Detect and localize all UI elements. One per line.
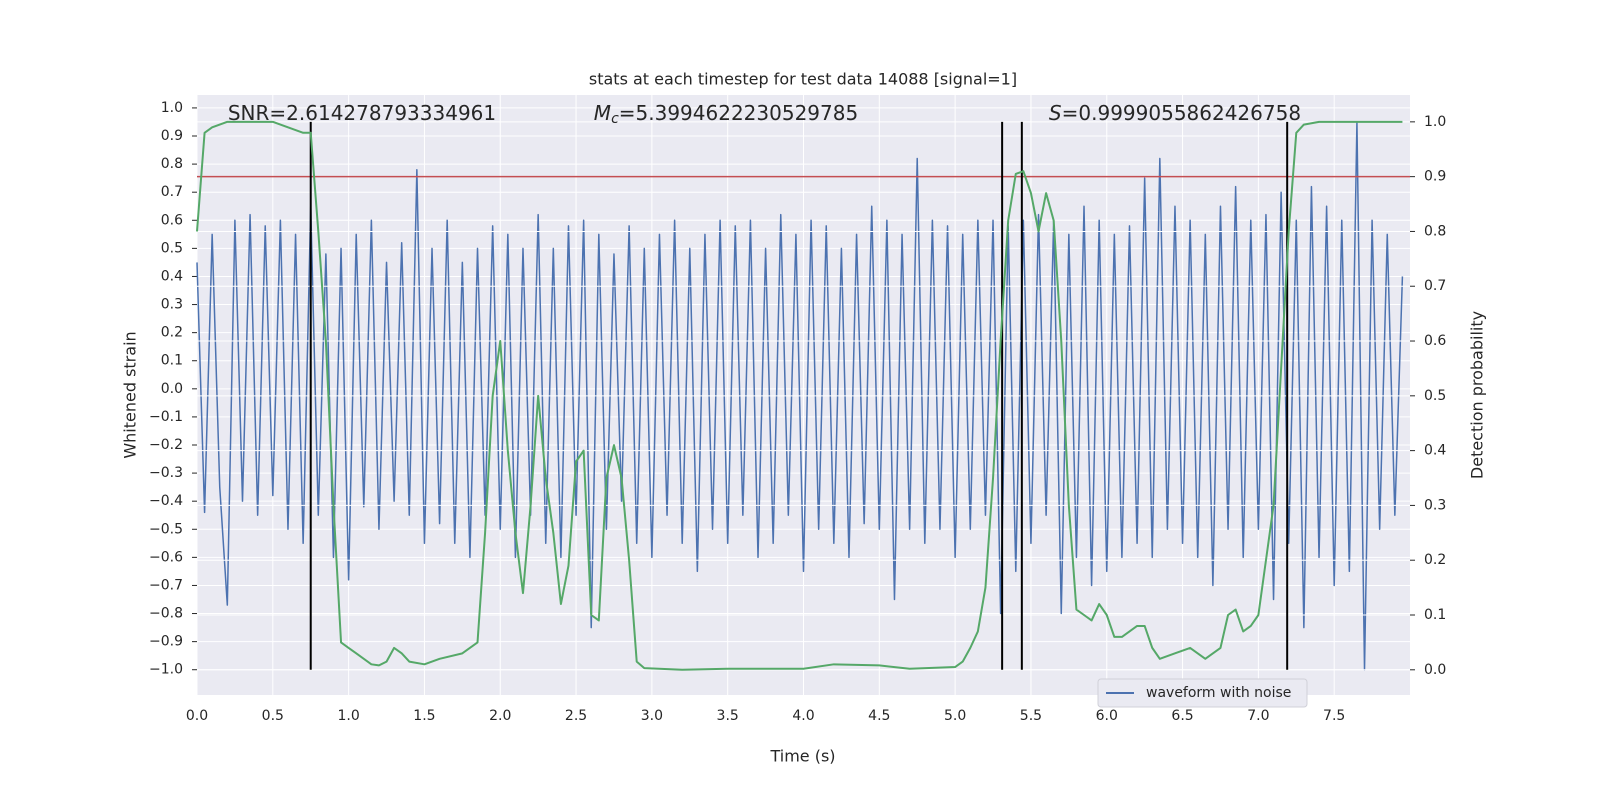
y-tick-label: −0.9 bbox=[149, 634, 183, 650]
x-tick-label: 7.0 bbox=[1247, 708, 1269, 724]
annotation-symbol: M bbox=[594, 101, 611, 125]
x-tick-label: 2.5 bbox=[565, 708, 587, 724]
annotation: SNR=2.614278793334961 bbox=[228, 101, 496, 125]
y2-tick-label: 0.7 bbox=[1424, 278, 1446, 294]
y-tick-label: −1.0 bbox=[149, 662, 183, 678]
y-tick-label: 0.9 bbox=[161, 128, 183, 144]
y-tick-label: −0.8 bbox=[149, 606, 183, 622]
probability-line bbox=[196, 120, 1403, 671]
y-tick-label: 1.0 bbox=[161, 100, 183, 116]
y2-tick-label: 0.6 bbox=[1424, 333, 1446, 349]
x-tick-label: 0.0 bbox=[186, 708, 208, 724]
legend-label: waveform with noise bbox=[1146, 685, 1291, 701]
y2-tick-label: 0.1 bbox=[1424, 607, 1446, 623]
x-tick-label: 4.0 bbox=[792, 708, 814, 724]
y-axis-label: Whitened strain bbox=[121, 331, 140, 458]
y-tick-label: −0.5 bbox=[149, 521, 183, 537]
y2-tick-label: 0.3 bbox=[1424, 497, 1446, 513]
annotation: Mc=5.3994622230529785 bbox=[594, 101, 858, 128]
annotation-text: SNR=2.614278793334961 bbox=[228, 101, 496, 125]
x-tick-label: 4.5 bbox=[868, 708, 890, 724]
annotation-text: =5.3994622230529785 bbox=[619, 101, 858, 125]
annotation-text: =0.9999055862426758 bbox=[1062, 101, 1301, 125]
x-tick-label: 3.5 bbox=[717, 708, 739, 724]
y-tick-label: −0.3 bbox=[149, 465, 183, 481]
legend-box bbox=[1097, 678, 1308, 708]
y-tick-label: 0.5 bbox=[161, 240, 183, 256]
y2-axis-label: Detection probability bbox=[1468, 311, 1487, 479]
y2-tick-label: 1.0 bbox=[1424, 114, 1446, 130]
y-tick-label: −0.7 bbox=[149, 577, 183, 593]
x-tick-label: 2.0 bbox=[489, 708, 511, 724]
y2-tick-label: 0.8 bbox=[1424, 223, 1446, 239]
y-tick-label: 0.3 bbox=[161, 297, 183, 313]
y-tick-label: 0.8 bbox=[161, 156, 183, 172]
x-tick-label: 6.5 bbox=[1171, 708, 1193, 724]
annotation: S=0.9999055862426758 bbox=[1049, 101, 1301, 125]
x-tick-label: 6.0 bbox=[1096, 708, 1118, 724]
annotation-symbol: S bbox=[1049, 101, 1062, 125]
x-tick-label: 0.5 bbox=[262, 708, 284, 724]
chart-title: stats at each timestep for test data 140… bbox=[589, 70, 1017, 89]
x-tick-label: 5.0 bbox=[944, 708, 966, 724]
x-tick-label: 1.5 bbox=[413, 708, 435, 724]
x-tick-label: 1.0 bbox=[337, 708, 359, 724]
y-tick-label: 0.4 bbox=[161, 268, 183, 284]
y-tick-label: 0.1 bbox=[161, 353, 183, 369]
y-tick-label: 0.0 bbox=[161, 381, 183, 397]
x-tick-label: 3.0 bbox=[641, 708, 663, 724]
x-axis-label: Time (s) bbox=[769, 747, 835, 766]
y2-tick-label: 0.4 bbox=[1424, 443, 1446, 459]
y2-tick-label: 0.0 bbox=[1424, 662, 1446, 678]
y-tick-label: 0.7 bbox=[161, 184, 183, 200]
y-tick-label: 0.2 bbox=[161, 325, 183, 341]
y-tick-label: −0.6 bbox=[149, 549, 183, 565]
y-tick-label: 0.6 bbox=[161, 212, 183, 228]
y-tick-label: −0.4 bbox=[149, 493, 183, 509]
y2-tick-label: 0.2 bbox=[1424, 552, 1446, 568]
annotation-subscript: c bbox=[611, 111, 619, 127]
y2-tick-label: 0.5 bbox=[1424, 388, 1446, 404]
y-tick-label: −0.2 bbox=[149, 437, 183, 453]
x-tick-label: 5.5 bbox=[1020, 708, 1042, 724]
y-tick-label: −0.1 bbox=[149, 409, 183, 425]
x-tick-label: 7.5 bbox=[1323, 708, 1345, 724]
y2-tick-label: 0.9 bbox=[1424, 169, 1446, 185]
